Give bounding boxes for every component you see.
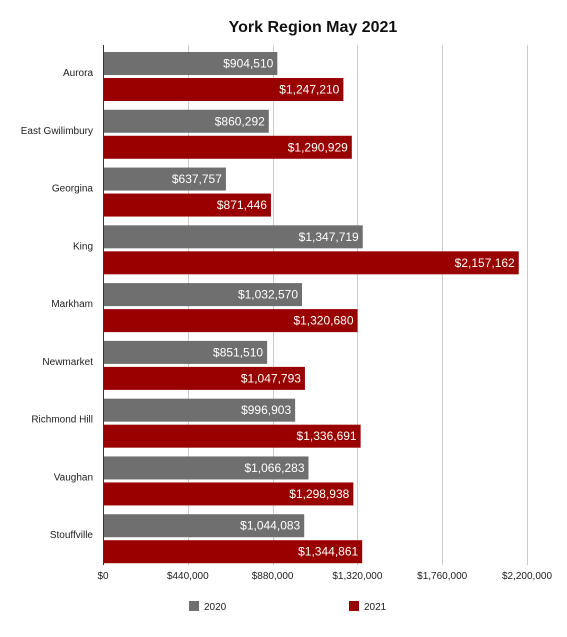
- bar-2021: [104, 78, 344, 101]
- bar-2020: [104, 52, 278, 75]
- bar-2021: [104, 424, 361, 448]
- chart-title: York Region May 2021: [229, 19, 398, 36]
- category-label: East Gwilimbury: [21, 126, 93, 137]
- bar-value-label: $2,157,162: [455, 256, 515, 270]
- bar-value-label: $1,298,938: [289, 487, 349, 501]
- x-axis-ticks: $0 $440,000 $880,000 $1,320,000 $1,760,000 $2…: [97, 571, 552, 582]
- bar-value-label: $1,066,283: [244, 461, 304, 475]
- category-label: Vaughan: [54, 472, 93, 483]
- bar-value-label: $1,032,570: [238, 288, 298, 302]
- x-tick-label: $1,760,000: [417, 571, 467, 582]
- category-label: Aurora: [63, 68, 93, 79]
- x-tick-label: $880,000: [252, 571, 294, 582]
- bar-2020: [104, 167, 226, 191]
- bar-value-label: $860,292: [215, 114, 265, 128]
- bar-2021: [104, 482, 354, 506]
- bar-2021: [104, 193, 271, 217]
- bar-2020: [104, 456, 309, 480]
- category-label: King: [73, 241, 93, 252]
- bar-2020: [104, 283, 303, 307]
- bar-value-label: $1,347,719: [299, 230, 359, 244]
- bar-value-label: $1,044,083: [240, 519, 300, 533]
- bar-value-label: $1,336,691: [297, 429, 357, 443]
- category-label: Markham: [51, 299, 93, 310]
- legend-swatch-2020: [189, 601, 199, 611]
- bar-value-label: $637,757: [172, 172, 222, 186]
- legend-label: 2020: [204, 602, 227, 613]
- bar-2021: [104, 309, 358, 333]
- bar-2020: [104, 398, 296, 422]
- category-label: Newmarket: [42, 357, 93, 368]
- bar-2021: [104, 366, 305, 390]
- x-tick-label: $0: [97, 571, 109, 582]
- bar-value-label: $1,247,210: [279, 83, 339, 97]
- bar-value-label: $1,320,680: [293, 314, 353, 328]
- bar-value-label: $1,344,861: [298, 545, 358, 559]
- bar-value-label: $1,290,929: [288, 140, 348, 154]
- bar-value-label: $904,510: [223, 57, 273, 71]
- x-tick-label: $440,000: [167, 571, 209, 582]
- bar-value-label: $851,510: [213, 345, 263, 359]
- category-label: Richmond Hill: [31, 415, 93, 426]
- bar-value-label: $871,446: [217, 198, 267, 212]
- bar-value-label: $996,903: [241, 403, 291, 417]
- bar-2020: [104, 514, 305, 538]
- bar-2020: [104, 225, 363, 249]
- bar-2020: [104, 109, 269, 133]
- x-tick-label: $1,320,000: [332, 571, 382, 582]
- category-label: Georgina: [52, 184, 94, 195]
- bar-2021: [104, 135, 352, 159]
- category-labels: Aurora East Gwilimbury Georgina King Markham…: [21, 68, 94, 541]
- bars: $904,510 $1,247,210 $860,292 $1,290,929 $637…: [104, 52, 519, 564]
- bar-2020: [104, 340, 268, 364]
- bar-value-label: $1,047,793: [241, 371, 301, 385]
- bar-2021: [104, 251, 519, 275]
- x-tick-label: $2,200,000: [502, 571, 552, 582]
- category-label: Stouffville: [50, 530, 94, 541]
- legend-label: 2021: [364, 602, 387, 613]
- bar-2021: [104, 540, 363, 564]
- legend: 2020 2021: [189, 601, 387, 613]
- legend-swatch-2021: [349, 601, 359, 611]
